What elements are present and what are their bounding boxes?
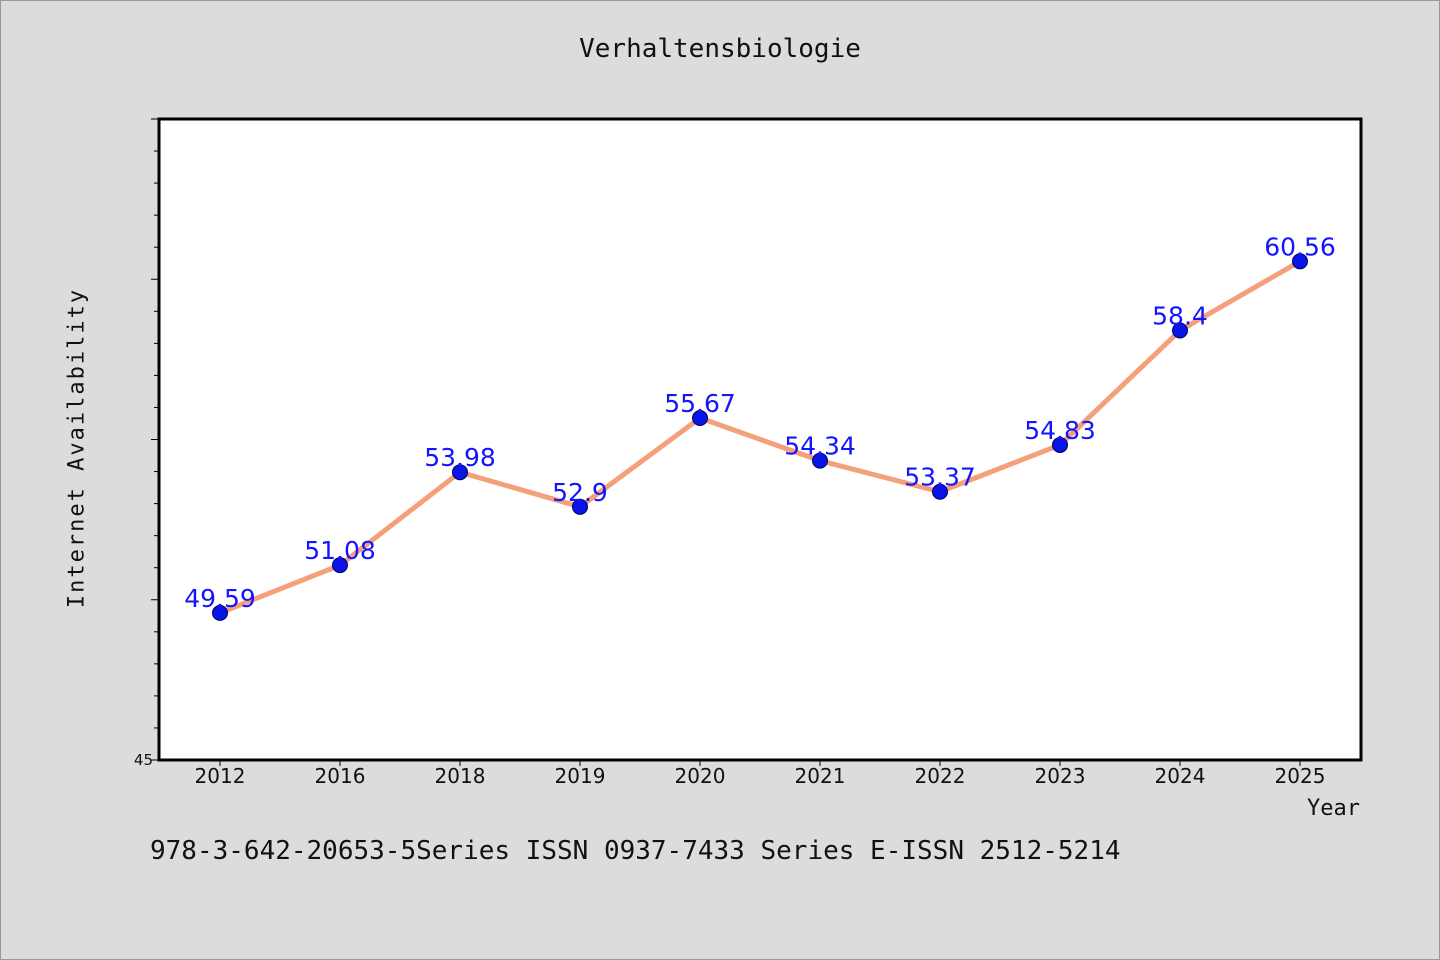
- data-label: 52.9: [552, 478, 608, 507]
- x-tick-label: 2016: [315, 764, 366, 788]
- data-point: [1052, 436, 1068, 453]
- axis-ticks: 45 2012 2016 2018 2019 2020 2021 2022 2023 2024 20…: [134, 118, 1326, 788]
- series-line-group: [217, 258, 1303, 616]
- x-tick-label: 2012: [195, 764, 246, 788]
- data-label: 54.83: [1024, 416, 1096, 445]
- x-tick-label: 2020: [675, 764, 726, 788]
- data-point: [1292, 253, 1308, 270]
- data-point: [932, 483, 948, 500]
- data-point: [452, 464, 468, 481]
- x-tick-label: 2025: [1275, 764, 1326, 788]
- series-line: [217, 258, 1303, 616]
- data-point: [212, 604, 228, 621]
- data-point: [1172, 322, 1188, 339]
- data-label: 58.4: [1152, 302, 1208, 331]
- x-tick-label: 2021: [795, 764, 846, 788]
- data-point: [812, 452, 828, 469]
- data-label: 60.56: [1264, 232, 1336, 261]
- x-tick-label: 2024: [1155, 764, 1206, 788]
- data-point: [332, 557, 348, 574]
- data-label: 55.67: [664, 389, 736, 418]
- x-tick-label: 2023: [1035, 764, 1086, 788]
- x-tick-label: 2019: [555, 764, 606, 788]
- data-point: [572, 498, 588, 515]
- footer-note: 978-3-642-20653-5Series ISSN 0937-7433 S…: [150, 836, 1121, 866]
- data-label: 54.34: [784, 432, 856, 461]
- data-label: 53.98: [424, 443, 496, 472]
- x-axis-label: Year: [1307, 796, 1360, 821]
- x-tick-label: 2018: [435, 764, 486, 788]
- y-tick-label: 45: [134, 751, 153, 769]
- data-label: 49.59: [184, 584, 256, 613]
- data-label: 53.37: [904, 463, 976, 492]
- data-labels: 49.59 51.08 53.98 52.9 55.67 54.34 53.37 54.83 5…: [184, 232, 1336, 613]
- data-point: [692, 410, 708, 427]
- x-tick-label: 2022: [915, 764, 966, 788]
- data-label: 51.08: [304, 536, 376, 565]
- data-points: [212, 253, 1308, 621]
- chart-title: Verhaltensbiologie: [579, 34, 861, 64]
